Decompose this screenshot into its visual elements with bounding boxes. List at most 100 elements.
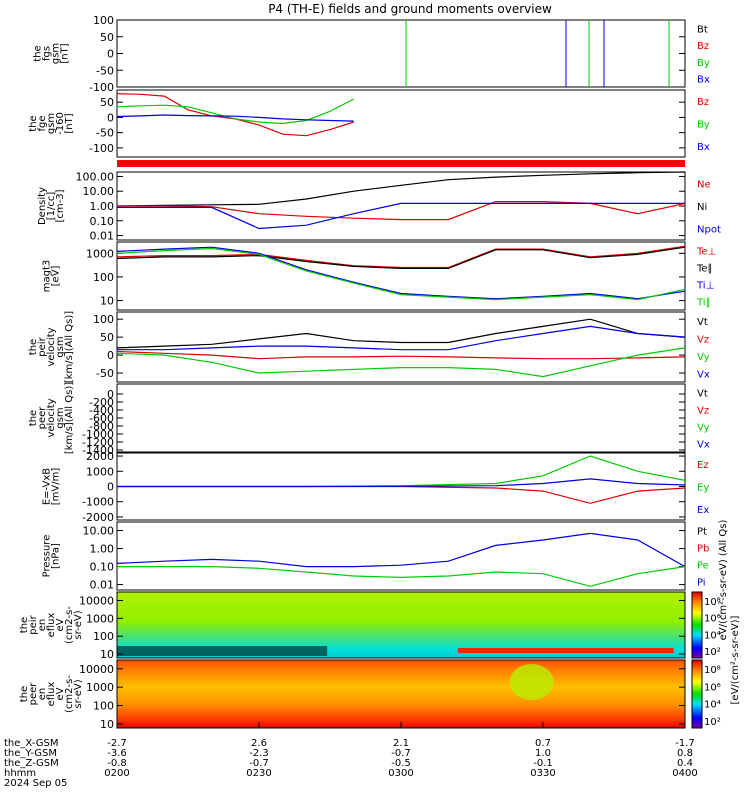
x-tick-label: 2.1 [393,738,409,749]
y-axis-label: sr-eV) [73,679,84,708]
legend-entry: Pb [697,544,709,555]
y-tick-label: 1000 [86,681,114,694]
y-axis-label: eV [55,687,66,700]
y-tick-label: 10.00 [83,185,115,198]
y-tick-label: -50 [96,127,114,140]
y-tick-label: -200 [89,396,114,409]
legend-entry: Vy [697,423,710,434]
series-efield-Ey [117,455,686,488]
legend-entry: Vz [697,334,709,345]
y-tick-label: -1000 [82,428,114,441]
legend-entry: Ez [697,460,709,471]
y-tick-label: 0.10 [90,215,115,228]
x-tick-label: 1.0 [535,748,551,759]
legend-entry: Bz [697,97,709,108]
x-tick-label: -0.7 [391,748,411,759]
y-axis-label: [mV/m] [51,468,62,506]
legend-entry: Bz [697,41,709,52]
legend-entry: Vt [697,317,708,328]
y-axis-label: en [37,688,48,701]
panel-temp: 1000 100 10 magt3[eV] Te⊥ Te∥ Ti⊥ Ti∥ [42,241,716,311]
y-axis-label: velocity [46,398,57,437]
y-tick-label: 0 [107,111,114,124]
x-tick-label: -2.7 [107,738,127,749]
y-axis-label: (cm2-s- [64,675,75,713]
legend-entry: Bx [697,75,710,86]
legend-entry: Ti∥ [696,298,711,309]
colorbar-label: [eV/(cm²-s-sr-eV)] [730,615,741,704]
y-axis-label: the [28,410,39,426]
y-tick-label: -2000 [82,511,114,524]
x-tick-label: -3.6 [107,748,127,759]
y-axis-label: [nPa] [51,543,62,569]
y-tick-label: 0.10 [90,561,115,574]
y-axis-label: peir [28,614,39,634]
y-tick-label: -50 [96,367,114,380]
series-peir-Vx [117,325,686,351]
y-tick-label: 10.00 [83,525,115,538]
y-tick-label: 100 [93,700,114,713]
series-density-Npot [117,202,685,230]
y-axis-label: [cm-3] [55,189,66,222]
y-tick-label: -100 [89,142,114,155]
panel-frame [116,19,686,88]
panel-peer: 0-200-400-600-800-1000-1200-1400 thepeerv… [28,382,710,457]
panel-frame [116,591,686,659]
spectrogram-low-energy-band [117,646,328,656]
x-tick-label: 2.6 [251,738,267,749]
y-axis-label: sr-eV) [73,610,84,639]
x-tick-label: 0400 [672,768,697,779]
series-temp-Ti∥ [116,247,686,301]
y-tick-label: -100 [89,81,114,94]
colorbars: 10⁸ 10⁶ 10⁴ 10² 10⁸ 10⁶ 10⁴ 10² [eV/(cm²-s-sr-eV… [691,520,741,729]
y-tick-label: -1400 [82,444,114,457]
panels-group: 100500-50-100thefgsgsm[nT]BtBzByBx500-50… [19,14,721,731]
spectrogram-hot-band [457,648,674,653]
y-tick-label: 50 [100,331,114,344]
spectrogram-green-blob [509,664,554,700]
legend-entry: By [697,58,710,69]
series-density-Ne [117,201,686,221]
y-tick-label: 0.01 [90,579,115,592]
legend-entry: Bx [697,142,710,153]
panel-peer_spec: 10000 1000 100 10 thepeerenefluxeV(cm2-s-sr-… [19,659,686,731]
x-row-label: hhmm [4,768,36,779]
y-axis-label: gsm [51,43,62,64]
panel-pressure: 10.00 1.00 0.10 0.01 Pressure[nPa] Pt Pb Pe Pi [42,521,709,592]
x-tick-label: -0.1 [533,758,553,769]
legend-entry: Te∥ [696,264,713,275]
spectrogram-units-label: eV/(cm²-s-sr-eV) (All Qs) [718,520,729,641]
panel-frame [116,311,686,383]
y-axis-label: gsm [55,336,66,357]
legend-entry: Pt [697,527,707,538]
panel-efield: 2000 1000 0 -1000 -2000 E=-VxB[mV/m] Ez Ey Ex [42,450,710,524]
y-axis-label: the [33,45,44,61]
y-tick-label: 100 [93,313,114,326]
x-row-label: the_Y-GSM [4,748,57,759]
legend-entry: Te⊥ [696,247,716,258]
panel-density: 100.00 10.00 1.00 0.10 0.01 Density[1/cc][cm-… [37,170,721,242]
peer-spectrogram [117,660,685,728]
series-pressure-Pi [116,532,686,568]
series-efield-Ez [117,485,686,504]
legend-entry: By [697,120,710,131]
data-gap-bar [117,160,685,167]
y-axis-label: peir [37,336,48,356]
x-row-label: the_Z-GSM [4,758,59,769]
y-axis-label: en [37,619,48,632]
colorbar-tick-label: 10² [704,717,721,728]
series-efield-Ex [117,478,686,488]
y-axis-label: the [19,617,30,633]
y-tick-label: 1000 [86,247,114,260]
y-axis-label: gsm [55,407,66,428]
series-temp-Ti⊥ [116,246,686,300]
series-temp-Te∥ [116,246,686,269]
y-axis-label: eflux [46,682,57,707]
y-axis-label: -160 [55,112,66,135]
legend-entry: Ni [697,202,707,213]
x-tick-label: 0.7 [535,738,551,749]
y-tick-label: 10 [100,718,114,731]
